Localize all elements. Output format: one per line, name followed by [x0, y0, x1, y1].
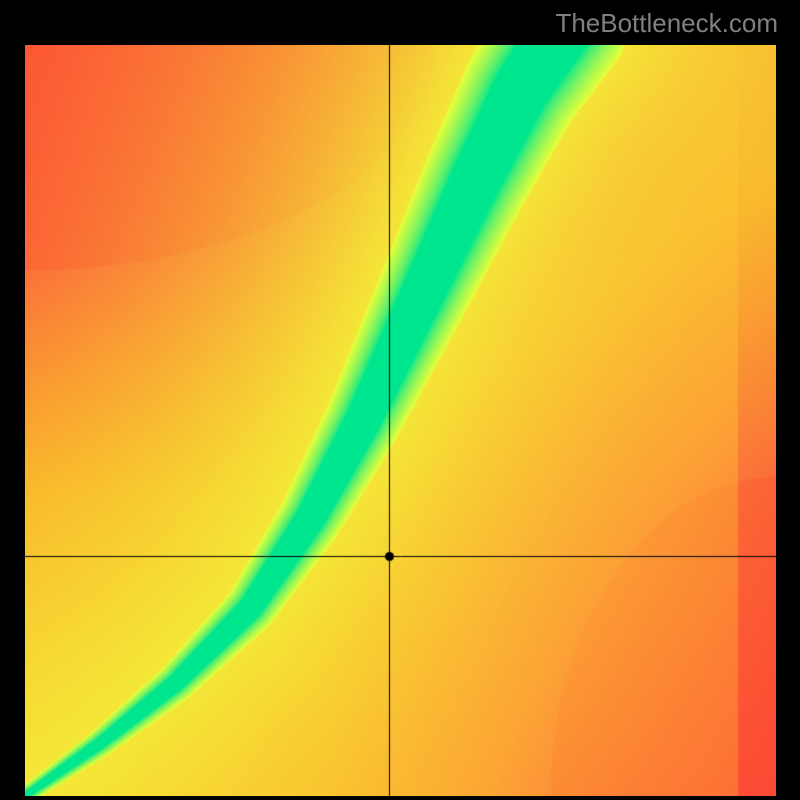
chart-container: TheBottleneck.com	[0, 0, 800, 800]
heatmap-plot	[25, 45, 776, 796]
heatmap-canvas	[25, 45, 776, 796]
watermark-text: TheBottleneck.com	[555, 8, 778, 39]
